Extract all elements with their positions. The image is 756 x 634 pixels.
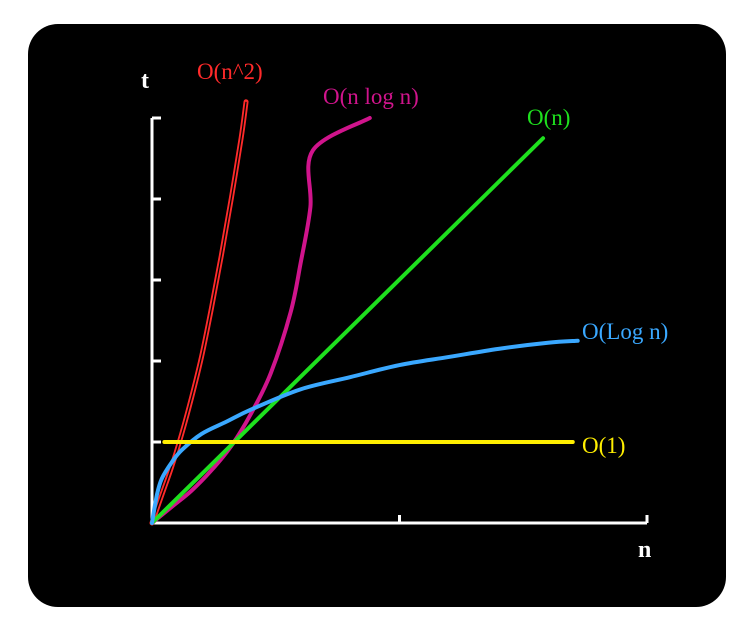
x-axis-label: n [638,537,651,563]
series-label-o-n-log-n: O(n log n) [323,84,419,109]
series-label-o-1: O(1) [582,433,625,458]
series-line-inner-o-n-2 [151,101,247,524]
series-line-o-n-2 [149,99,249,526]
series-line-o-n-log-n [150,116,372,525]
y-axis-label: t [141,68,149,94]
series-line-o-log-n [150,338,580,525]
axes [150,116,649,525]
series-line-o-n [150,136,546,525]
series-label-o-log-n: O(Log n) [582,319,668,344]
curves [149,99,580,526]
series-label-o-n-2: O(n^2) [197,59,263,84]
series-label-o-n: O(n) [527,105,570,130]
curve-labels: O(n^2) O(n log n) O(n) O(Log n) O(1) [197,59,668,458]
chart-background [28,24,726,607]
